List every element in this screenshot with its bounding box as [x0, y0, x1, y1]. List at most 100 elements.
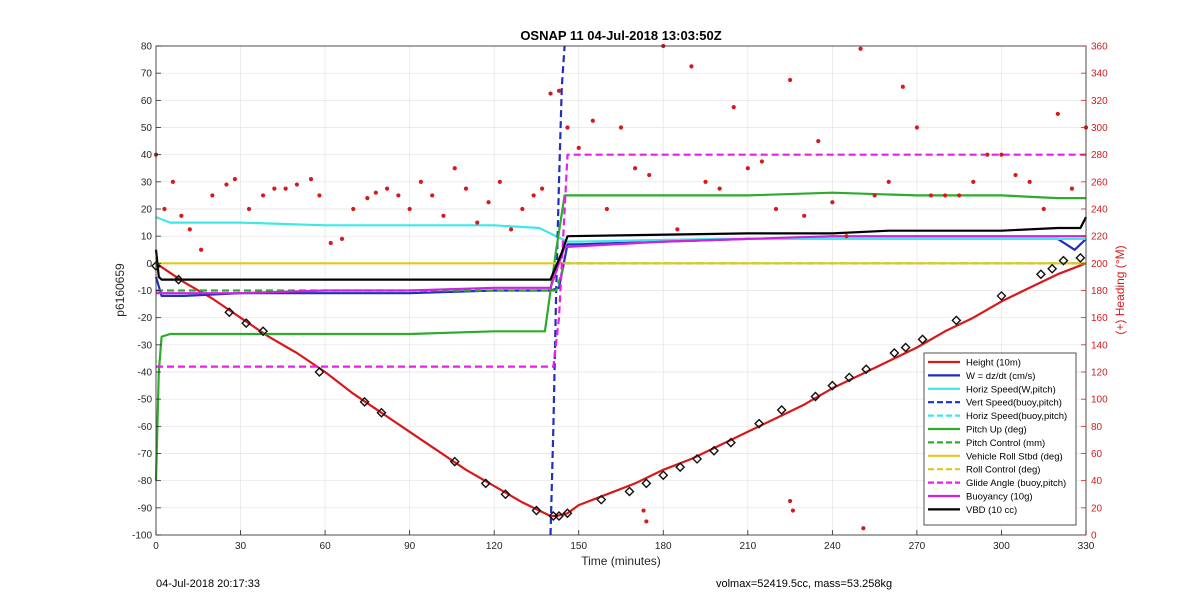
heading-point: [802, 213, 807, 218]
heading-point: [246, 206, 252, 212]
heading-point: [830, 200, 835, 205]
heading-point: [1041, 206, 1046, 212]
heading-point: [294, 182, 300, 187]
legend-label: Horiz Speed(buoy,pitch): [966, 411, 1067, 422]
heading-point: [463, 186, 469, 191]
axis-ticks: 0 30 60 90 120 150 180 210 240 270 300 330-100-90-8…: [132, 42, 1108, 553]
legend-label: Vert Speed(buoy,pitch): [966, 398, 1062, 409]
x-tick-label: 210: [739, 541, 756, 552]
y2-tick-label: 140: [1091, 340, 1108, 351]
y-tick-label: -80: [138, 476, 153, 487]
height-marker: [1047, 263, 1058, 274]
x-tick-label: 120: [486, 541, 503, 552]
heading-point: [790, 508, 796, 513]
heading-point: [556, 88, 562, 93]
legend-label: Height (10m): [966, 358, 1021, 369]
heading-point: [272, 186, 277, 191]
x-axis-label: Time (minutes): [581, 554, 661, 568]
height-marker: [624, 486, 635, 497]
height-marker: [449, 456, 460, 467]
heading-point: [1055, 111, 1060, 117]
heading-point: [717, 186, 722, 191]
y-tick-label: -40: [138, 368, 153, 379]
chart-title: OSNAP 11 04-Jul-2018 13:03:50Z: [520, 28, 721, 43]
y2-tick-label: 360: [1091, 42, 1108, 53]
heading-point: [632, 166, 638, 171]
heading-point: [162, 206, 167, 212]
height-marker: [754, 418, 765, 429]
x-tick-label: 60: [320, 541, 332, 552]
y2-tick-label: 300: [1091, 123, 1108, 134]
legend: Height (10m) W = dz/dt (cm/s) Horiz Speed(…: [923, 352, 1077, 526]
legend-label: Buoyancy (10g): [966, 492, 1033, 503]
legend-label: W = dz/dt (cm/s): [966, 371, 1035, 382]
heading-point: [308, 177, 314, 182]
y2-tick-label: 40: [1091, 476, 1103, 487]
y-tick-label: 30: [141, 177, 153, 188]
x-tick-label: 0: [153, 541, 159, 552]
y2-tick-label: 180: [1091, 286, 1108, 297]
legend-label: Roll Control (deg): [966, 465, 1040, 476]
height-marker: [258, 326, 269, 337]
y2-tick-label: 280: [1091, 150, 1108, 161]
y2-tick-label: 100: [1091, 395, 1108, 406]
heading-point: [539, 186, 545, 191]
height-marker: [173, 274, 184, 285]
heading-point: [283, 186, 288, 191]
height-marker: [554, 510, 564, 521]
heading-point: [508, 227, 514, 232]
x-tick-label: 30: [235, 541, 247, 552]
heading-point: [365, 196, 370, 201]
heading-point: [475, 220, 480, 225]
heading-point: [861, 526, 866, 531]
footer-timestamp: 04-Jul-2018 20:17:33: [156, 578, 260, 590]
heading-point: [604, 206, 610, 212]
height-marker: [810, 391, 821, 402]
heading-point: [731, 105, 736, 110]
heading-point: [957, 193, 962, 198]
y-axis-label: p6160659: [113, 263, 127, 317]
height-marker: [500, 489, 511, 500]
heading-point: [170, 179, 176, 184]
heading-point: [576, 145, 581, 150]
height-marker: [641, 478, 652, 489]
heading-point: [1027, 179, 1032, 184]
y-tick-label: -70: [138, 449, 153, 460]
heading-point: [844, 234, 849, 239]
heading-point: [900, 84, 905, 89]
heading-point: [689, 64, 694, 69]
legend-label: VBD (10 cc): [966, 505, 1017, 516]
heading-point: [787, 77, 793, 83]
heading-point: [384, 186, 390, 191]
y-tick-label: 40: [141, 150, 153, 161]
height-marker: [359, 396, 370, 407]
heading-point: [590, 118, 595, 123]
height-marker: [480, 478, 491, 489]
heading-point: [260, 193, 266, 198]
height-marker: [996, 290, 1007, 301]
x-tick-label: 270: [909, 541, 926, 552]
height-marker: [1035, 269, 1046, 280]
series-layer: [154, 45, 1087, 536]
height-marker: [917, 334, 928, 345]
height-marker: [596, 494, 607, 505]
heading-point: [317, 193, 322, 198]
y2-tick-label: 20: [1091, 503, 1103, 514]
height-marker: [376, 407, 387, 418]
heading-point: [548, 91, 553, 96]
heading-point: [914, 125, 920, 130]
legend-label: Horiz Speed(W,pitch): [966, 384, 1056, 395]
heading-point: [396, 193, 401, 198]
heading-point: [418, 179, 424, 184]
height-marker: [709, 445, 719, 456]
y2-tick-label: 0: [1091, 531, 1097, 542]
heading-point: [441, 213, 446, 218]
height-marker: [844, 372, 855, 383]
heading-point: [928, 193, 934, 198]
height-marker: [1075, 252, 1086, 263]
y-tick-label: -60: [138, 422, 153, 433]
legend-label: Vehicle Roll Stbd (deg): [966, 451, 1063, 462]
height-marker: [675, 462, 686, 473]
series-line: [154, 191, 1086, 481]
